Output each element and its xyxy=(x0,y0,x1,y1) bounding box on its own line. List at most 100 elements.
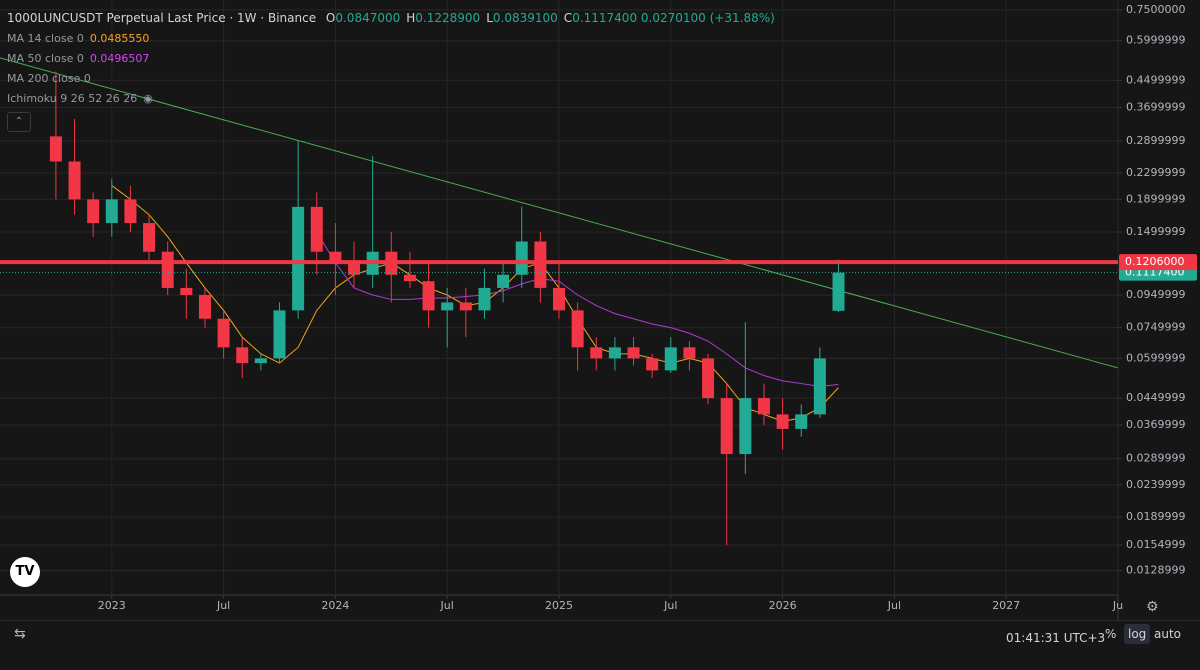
candle-body xyxy=(497,274,510,288)
candle-body xyxy=(254,358,267,364)
y-tick-label: 0.0189999 xyxy=(1126,510,1186,523)
candle-body xyxy=(646,358,659,371)
candle-body xyxy=(403,274,416,282)
x-tick-label: 2024 xyxy=(321,599,349,612)
y-tick-label: 0.0289999 xyxy=(1126,452,1186,465)
y-tick-label: 0.0154999 xyxy=(1126,538,1186,551)
candle-body xyxy=(627,347,640,359)
indicator-value: 0.0496507 xyxy=(89,52,150,65)
x-tick-label: 2023 xyxy=(98,599,126,612)
ohlc-key: H xyxy=(406,11,416,25)
visibility-icon: ◉ xyxy=(143,92,153,105)
indicator-value: 0.0485550 xyxy=(89,32,150,45)
clock: 01:41:31 UTC+3 xyxy=(1006,631,1106,645)
horizontal-line-tag xyxy=(1119,254,1197,271)
candle-body xyxy=(143,223,156,252)
candle-body xyxy=(124,199,137,224)
log-button[interactable]: log xyxy=(1124,624,1151,644)
y-tick-label: 0.2899999 xyxy=(1126,134,1186,147)
y-tick-label: 0.3699999 xyxy=(1126,100,1186,113)
candle-body xyxy=(348,262,361,275)
footer xyxy=(0,620,1200,651)
indicator-name: MA 200 close 0 xyxy=(7,72,91,85)
change: 0.0270100 (+31.88%) xyxy=(640,11,775,25)
candle-body xyxy=(813,358,826,415)
y-tick-label: 0.0449999 xyxy=(1126,391,1186,404)
candle-body xyxy=(776,414,789,429)
candle-body xyxy=(273,310,286,359)
indicator: MA 14 close 0 0.0485550 xyxy=(7,32,149,45)
candle-body xyxy=(739,398,752,455)
indicator-name: MA 14 close 0 xyxy=(7,32,84,45)
trendline xyxy=(0,57,1119,369)
ohlc: O0.0847000 H0.1228900 L0.0839100 C0.1117400 xyxy=(320,11,637,25)
candle-body xyxy=(105,199,118,224)
logo[interactable]: TV xyxy=(10,557,40,587)
price-axis-bg xyxy=(1118,0,1200,620)
x-tick-label: 2027 xyxy=(992,599,1020,612)
x-tick-label: 2026 xyxy=(769,599,797,612)
horizontal-line-label: 0.1206000 xyxy=(1125,255,1185,268)
candle-body xyxy=(441,302,454,311)
percent-button[interactable]: % xyxy=(1105,627,1117,641)
indicator: Ichimoku 9 26 52 26 26 ◉ xyxy=(7,92,153,105)
indicator: MA 50 close 0 0.0496507 xyxy=(7,52,149,65)
candle-body xyxy=(608,347,621,359)
candle-body xyxy=(571,310,584,348)
candle-body xyxy=(832,272,845,311)
y-tick-label: 0.0749999 xyxy=(1126,321,1186,334)
date-range-icon[interactable]: ⇆ xyxy=(14,626,26,642)
candle-body xyxy=(590,347,603,359)
x-tick-label: Jul xyxy=(887,599,901,612)
y-tick-label: 0.0949999 xyxy=(1126,288,1186,301)
ohlc-value: 0.0839100 xyxy=(492,11,558,25)
chart: 0.7500000 0.5999999 0.4499999 0.3699999 0.28… xyxy=(0,0,1200,620)
candle-body xyxy=(292,206,305,311)
y-tick-label: 0.2299999 xyxy=(1126,166,1186,179)
candle-body xyxy=(553,287,565,311)
ohlc-value: 0.0847000 xyxy=(335,11,401,25)
candle-body xyxy=(478,287,491,311)
x-tick-label: Jul xyxy=(663,599,677,612)
candle-body xyxy=(217,318,230,348)
candle-body xyxy=(664,347,677,371)
candle-body xyxy=(459,302,472,311)
ohlc-key: C xyxy=(563,11,573,25)
candle-body xyxy=(180,287,193,296)
candle-body xyxy=(702,358,715,399)
ohlc-key: O xyxy=(325,11,336,25)
y-tick-label: 0.0599999 xyxy=(1126,351,1186,364)
candle-body xyxy=(329,251,342,263)
candle-body xyxy=(683,347,696,359)
ohlc-value: 0.1228900 xyxy=(415,11,481,25)
y-tick-label: 0.0128999 xyxy=(1126,563,1186,576)
candle-body xyxy=(236,347,249,364)
settings-icon[interactable]: ⚙ xyxy=(1146,599,1159,615)
candle-body xyxy=(49,136,62,162)
auto-button[interactable]: auto xyxy=(1154,627,1182,641)
header: 1000LUNCUSDT Perpetual Last Price · 1W ·… xyxy=(7,11,775,25)
ma-line xyxy=(316,231,839,387)
candle-body xyxy=(720,398,733,455)
ohlc-key: L xyxy=(486,11,493,25)
x-tick-label: Jul xyxy=(440,599,454,612)
ma-line xyxy=(111,185,839,422)
x-tick-label: Jul xyxy=(216,599,230,612)
x-tick-label: Ju xyxy=(1112,599,1123,612)
y-tick-label: 0.1899999 xyxy=(1126,192,1186,205)
symbol: 1000LUNCUSDT Perpetual Last Price · 1W ·… xyxy=(7,11,317,25)
x-tick-label: 2025 xyxy=(545,599,573,612)
ohlc-value: 0.1117400 xyxy=(572,11,638,25)
collapse-button[interactable]: ⌃ xyxy=(7,112,31,132)
y-tick-label: 0.1499999 xyxy=(1126,225,1186,238)
candle-body xyxy=(161,251,174,288)
candle-body xyxy=(534,241,547,288)
y-tick-label: 0.0369999 xyxy=(1126,418,1186,431)
candle-body xyxy=(515,241,528,275)
candle-body xyxy=(68,161,81,200)
y-tick-label: 0.4499999 xyxy=(1126,73,1186,86)
candle-body xyxy=(795,414,808,429)
candle-body xyxy=(87,199,100,224)
indicator: MA 200 close 0 xyxy=(7,72,91,85)
